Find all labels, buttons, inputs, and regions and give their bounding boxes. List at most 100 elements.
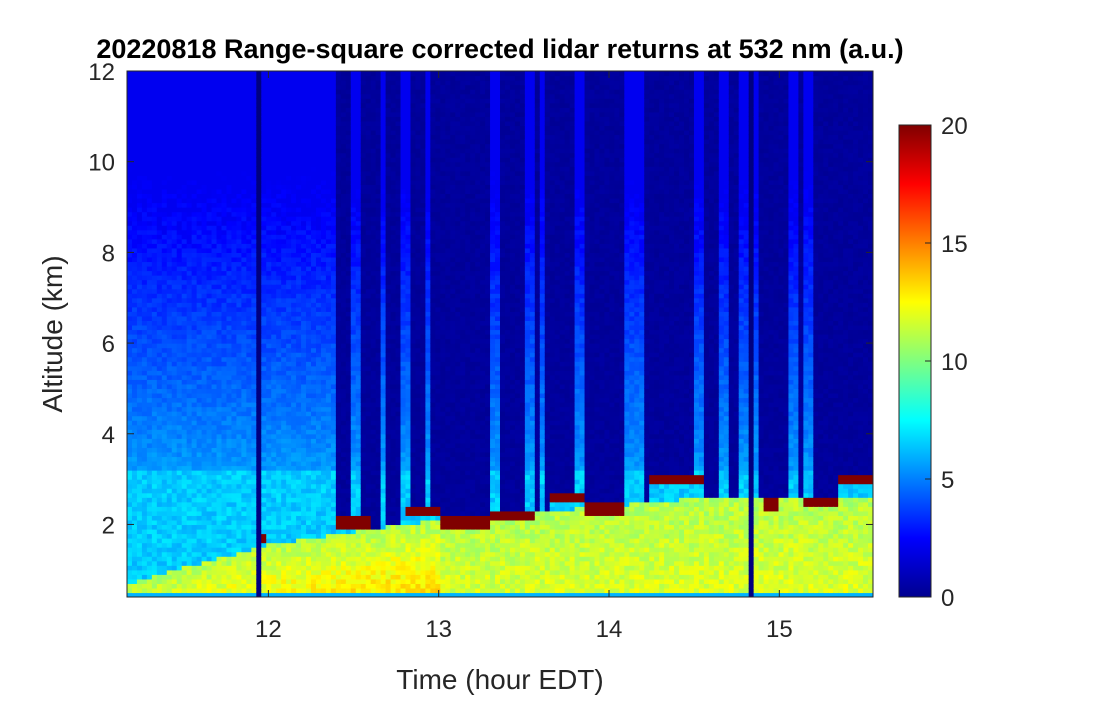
heatmap-cell: [256, 289, 262, 294]
heatmap-cell: [132, 153, 138, 158]
heatmap-cell: [331, 225, 337, 230]
heatmap-cell: [296, 89, 302, 94]
heatmap-cell: [192, 343, 198, 348]
heatmap-cell: [137, 289, 143, 294]
heatmap-cell: [306, 452, 312, 457]
heatmap-cell: [316, 280, 322, 285]
heatmap-cell: [266, 320, 272, 325]
heatmap-cell: [212, 357, 218, 362]
heatmap-cell: [231, 515, 237, 520]
heatmap-cell: [266, 461, 272, 466]
heatmap-cell: [142, 370, 148, 375]
heatmap-cell: [127, 366, 133, 371]
heatmap-cell: [261, 298, 267, 303]
heatmap-cell: [321, 203, 327, 208]
heatmap-cell: [217, 243, 223, 248]
heatmap-cell: [241, 556, 247, 561]
heatmap-cell: [231, 298, 237, 303]
heatmap-cell: [167, 543, 173, 548]
heatmap-cell: [162, 257, 168, 262]
heatmap-cell: [132, 375, 138, 380]
heatmap-cell: [202, 189, 208, 194]
heatmap-cell: [187, 506, 193, 511]
heatmap-cell: [202, 216, 208, 221]
heatmap-cell: [311, 511, 317, 516]
heatmap-cell: [301, 207, 307, 212]
heatmap-cell: [177, 397, 183, 402]
heatmap-cell: [172, 402, 178, 407]
heatmap-cell: [167, 420, 173, 425]
heatmap-cell: [152, 316, 158, 321]
heatmap-cell: [132, 134, 138, 139]
heatmap-cell: [212, 506, 218, 511]
heatmap-cell: [127, 357, 133, 362]
heatmap-cell: [331, 574, 337, 579]
heatmap-cell: [261, 574, 267, 579]
heatmap-cell: [276, 307, 282, 312]
heatmap-cell: [157, 171, 163, 176]
heatmap-cell: [281, 420, 287, 425]
heatmap-cell: [132, 343, 138, 348]
heatmap-cell: [321, 148, 327, 153]
heatmap-cell: [306, 166, 312, 171]
heatmap-cell: [236, 316, 242, 321]
heatmap-cell: [286, 207, 292, 212]
heatmap-cell: [251, 583, 257, 588]
heatmap-cell: [127, 393, 133, 398]
heatmap-cell: [177, 552, 183, 557]
heatmap-cell: [152, 302, 158, 307]
heatmap-cell: [276, 162, 282, 167]
heatmap-cell: [281, 289, 287, 294]
heatmap-cell: [256, 252, 262, 257]
heatmap-cell: [162, 175, 168, 180]
heatmap-cell: [311, 130, 317, 135]
heatmap-cell: [142, 89, 148, 94]
heatmap-cell: [187, 379, 193, 384]
heatmap-cell: [172, 243, 178, 248]
heatmap-cell: [261, 180, 267, 185]
heatmap-cell: [231, 511, 237, 516]
heatmap-cell: [187, 162, 193, 167]
heatmap-cell: [266, 565, 272, 570]
heatmap-cell: [286, 497, 292, 502]
heatmap-cell: [197, 198, 203, 203]
heatmap-cell: [212, 180, 218, 185]
heatmap-cell: [137, 280, 143, 285]
heatmap-cell: [207, 293, 213, 298]
heatmap-cell: [177, 311, 183, 316]
heatmap-cell: [271, 524, 277, 529]
heatmap-cell: [296, 216, 302, 221]
heatmap-cell: [226, 466, 232, 471]
heatmap-cell: [127, 261, 133, 266]
heatmap-cell: [182, 107, 188, 112]
heatmap-cell: [246, 552, 252, 557]
heatmap-cell: [197, 153, 203, 158]
heatmap-cell: [157, 547, 163, 552]
heatmap-cell: [331, 134, 337, 139]
heatmap-cell: [137, 130, 143, 135]
heatmap-cell: [147, 103, 153, 108]
heatmap-cell: [336, 416, 342, 421]
heatmap-cell: [217, 189, 223, 194]
heatmap-cell: [306, 203, 312, 208]
heatmap-cell: [187, 302, 193, 307]
heatmap-cell: [167, 71, 173, 76]
heatmap-cell: [226, 352, 232, 357]
heatmap-cell: [207, 257, 213, 262]
heatmap-cell: [132, 366, 138, 371]
heatmap-cell: [236, 198, 242, 203]
heatmap-cell: [127, 470, 133, 475]
heatmap-cell: [162, 334, 168, 339]
heatmap-cell: [132, 307, 138, 312]
heatmap-cell: [291, 456, 297, 461]
heatmap-cell: [281, 248, 287, 253]
heatmap-cell: [212, 511, 218, 516]
heatmap-cell: [132, 230, 138, 235]
heatmap-cell: [281, 393, 287, 398]
heatmap-cell: [266, 520, 272, 525]
heatmap-cell: [202, 343, 208, 348]
heatmap-cell: [251, 148, 257, 153]
heatmap-cell: [197, 579, 203, 584]
heatmap-cell: [336, 307, 342, 312]
heatmap-cell: [197, 248, 203, 253]
